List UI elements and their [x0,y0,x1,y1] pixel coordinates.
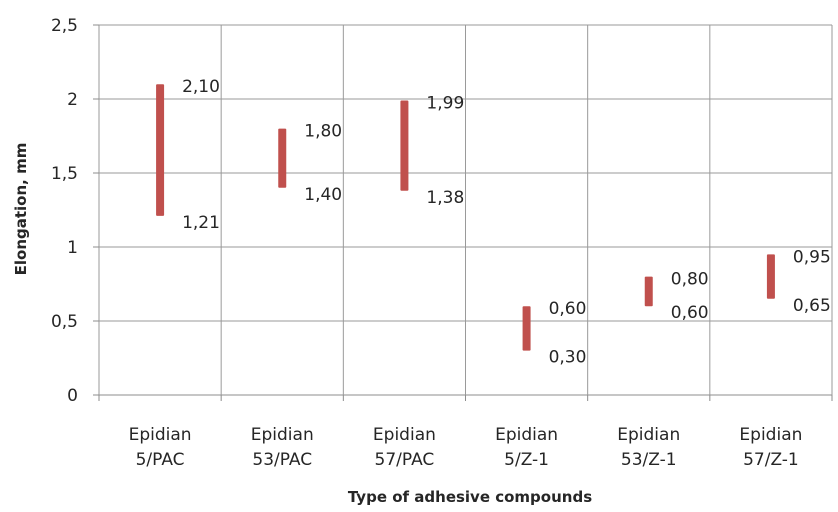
range-bar [400,100,409,191]
x-category-labels: Epidian 5/PAC Epidian 53/PAC Epidian 57/PAC Ep… [129,425,803,470]
x-category-label: Epidian 53/Z-1 [617,425,680,470]
data-labels: 2,10 1,21 1,80 1,40 1,99 1,38 0,60 0,30 0,80 0,60… [182,77,831,367]
y-tick-label: 0 [67,386,78,406]
range-bar [644,276,653,307]
high-value-label: 1,80 [304,122,342,142]
y-axis-title: Elongation, mm [12,143,30,276]
low-value-label: 1,21 [182,213,220,233]
y-tick-labels: 0 0,5 1 1,5 2 2,5 [51,16,78,406]
low-value-label: 0,60 [671,303,709,323]
bars-layer [156,84,775,351]
high-value-label: 2,10 [182,77,220,97]
range-bar [278,128,287,188]
y-tick-label: 2 [67,90,78,110]
high-value-label: 1,99 [426,93,464,113]
x-category-label: Epidian 57/PAC [373,425,436,470]
y-tick-label: 1,5 [51,164,78,184]
y-tick-label: 0,5 [51,312,78,332]
range-bar [522,306,531,351]
high-value-label: 0,95 [793,247,831,267]
range-bar [766,254,775,299]
x-category-label: Epidian 53/PAC [251,425,314,470]
low-value-label: 1,40 [304,185,342,205]
low-value-label: 0,30 [549,348,587,368]
x-category-label: Epidian 5/Z-1 [495,425,558,470]
low-value-label: 0,65 [793,296,831,316]
x-category-label: Epidian 5/PAC [129,425,192,470]
low-value-label: 1,38 [426,188,464,208]
y-tick-label: 1 [67,238,78,258]
high-value-label: 0,60 [549,299,587,319]
x-category-label: Epidian 57/Z-1 [739,425,802,470]
high-value-label: 0,80 [671,270,709,290]
x-axis-title: Type of adhesive compounds [348,488,592,506]
y-tick-label: 2,5 [51,16,78,36]
range-bar [156,84,165,216]
grid-layer [93,24,833,401]
